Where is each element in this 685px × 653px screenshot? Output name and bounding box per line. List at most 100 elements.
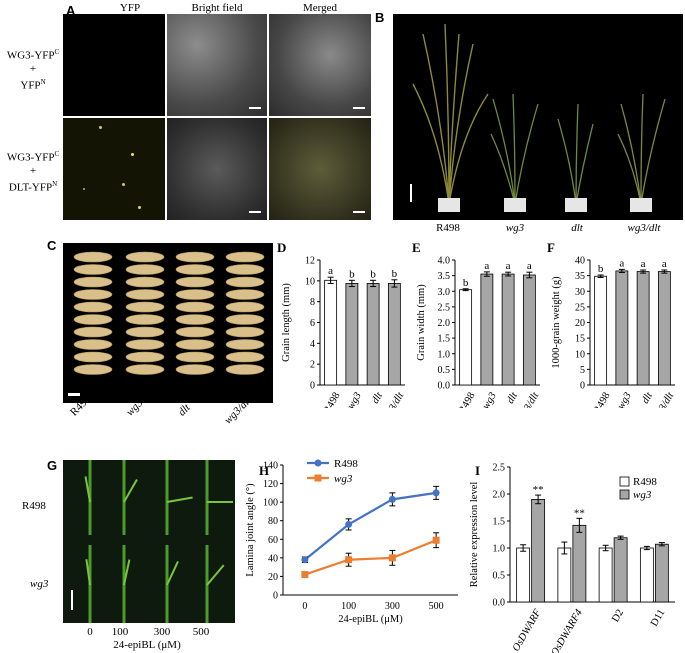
y-tick-label: 1.5	[438, 334, 451, 345]
plant-label: dlt	[571, 222, 583, 234]
x-tick-label: OsDWARF	[511, 607, 544, 653]
row-label-wg3: wg3	[30, 578, 49, 590]
y-tick-label: 0.0	[438, 381, 451, 392]
significance-letter: a	[662, 258, 667, 270]
y-tick-label: 8	[310, 297, 315, 308]
data-point	[345, 520, 353, 528]
leaf-blade	[166, 496, 193, 503]
bar	[459, 289, 473, 386]
data-point	[345, 556, 353, 564]
x-tick-label: 500	[429, 601, 444, 612]
scale-bar	[249, 107, 261, 109]
scale-bar	[410, 184, 412, 202]
y-tick-label: 10	[305, 276, 315, 287]
data-point	[432, 489, 440, 497]
micrograph-merged-control	[269, 14, 371, 116]
y-tick-label: 4	[310, 339, 315, 350]
y-tick-label: 40	[268, 553, 278, 564]
y-tick-label: 140	[263, 461, 278, 472]
grain	[175, 251, 215, 263]
y-tick-label: 2.5	[493, 463, 506, 474]
y-tick-label: 20	[268, 572, 278, 583]
bar	[654, 543, 669, 603]
plant-label: R498	[436, 222, 460, 234]
x-tick-label: D11	[649, 608, 667, 629]
grain	[225, 289, 265, 300]
micrograph-bright-control	[167, 14, 267, 116]
panel-label: H	[259, 463, 269, 478]
grain	[175, 289, 215, 300]
y-tick-label: 6	[310, 318, 315, 329]
legend-label: R498	[334, 458, 358, 470]
row-label-r498: R498	[22, 500, 46, 512]
bar	[598, 547, 613, 603]
x-tick-label: wg3	[481, 391, 499, 408]
yfp-signal-dot	[99, 126, 102, 129]
grain	[73, 351, 113, 363]
grain	[73, 289, 113, 300]
grain	[73, 364, 113, 375]
data-point	[388, 495, 396, 503]
y-tick-label: 5	[580, 365, 585, 376]
plant-label: wg3/dlt	[627, 222, 661, 234]
leaf-blade	[206, 564, 225, 586]
y-tick-label: 2	[310, 360, 315, 371]
x-tick-label: wg3	[616, 391, 634, 408]
legend-marker	[314, 459, 322, 467]
grain	[225, 301, 265, 313]
bar	[613, 537, 628, 603]
x-tick-label: dlt	[640, 390, 656, 406]
yfp-signal-dot	[131, 153, 134, 156]
dose-label: 100	[111, 626, 129, 638]
x-tick-label: D2	[610, 608, 626, 625]
leaf-blade	[84, 476, 91, 503]
y-tick-label: 40	[575, 256, 585, 267]
dose-label: 500	[192, 626, 210, 638]
y-tick-label: 35	[575, 271, 585, 282]
y-tick-label: 2.5	[438, 302, 451, 313]
row-label-control: WG3-YFPC + YFPN	[6, 48, 60, 92]
leaf-blade	[123, 559, 131, 586]
legend-swatch	[619, 489, 630, 500]
yfp-signal-dot	[83, 188, 85, 190]
micrograph-yfp-interaction	[63, 118, 165, 220]
y-tick-label: 80	[268, 516, 278, 527]
x-tick-label: 100	[341, 601, 356, 612]
x-tick-label: R498	[322, 391, 343, 408]
significance-letter: b	[349, 268, 355, 280]
grain	[73, 251, 113, 263]
significance-stars: **	[533, 484, 544, 496]
grain	[225, 339, 265, 350]
grain	[175, 339, 215, 350]
x-tick-label: dlt	[370, 390, 386, 406]
plant-illustration	[410, 23, 666, 212]
dose-axis-label: 24-epiBL (μM)	[113, 639, 181, 651]
chart-h: H 0 20 40 60 80 100 120 140 0 100 300 500 24-epiBL (μ…	[245, 458, 458, 625]
bar	[531, 499, 546, 603]
legend-swatch	[619, 476, 630, 487]
grain	[225, 276, 265, 288]
grain	[225, 364, 265, 375]
y-tick-label: 0	[580, 381, 585, 392]
dose-label: 0	[87, 626, 93, 638]
bar	[657, 271, 671, 386]
grain	[175, 351, 215, 363]
y-tick-label: 120	[263, 479, 278, 490]
significance-stars: **	[574, 507, 585, 519]
pot	[438, 198, 460, 212]
panel-label: D	[277, 240, 286, 255]
y-tick-label: 25	[575, 302, 585, 313]
x-tick-label: 0	[302, 601, 307, 612]
pot	[565, 198, 587, 212]
grain	[225, 251, 265, 263]
grain	[175, 364, 215, 375]
grain	[125, 301, 165, 313]
row-label-interaction: WG3-YFPC + DLT-YFPN	[6, 150, 60, 194]
dose-label: 300	[153, 626, 171, 638]
leaf-blade	[166, 561, 179, 586]
bar	[345, 283, 359, 386]
significance-letter: a	[328, 265, 333, 277]
grain	[175, 301, 215, 313]
data-point	[388, 554, 396, 562]
bar	[516, 547, 531, 603]
